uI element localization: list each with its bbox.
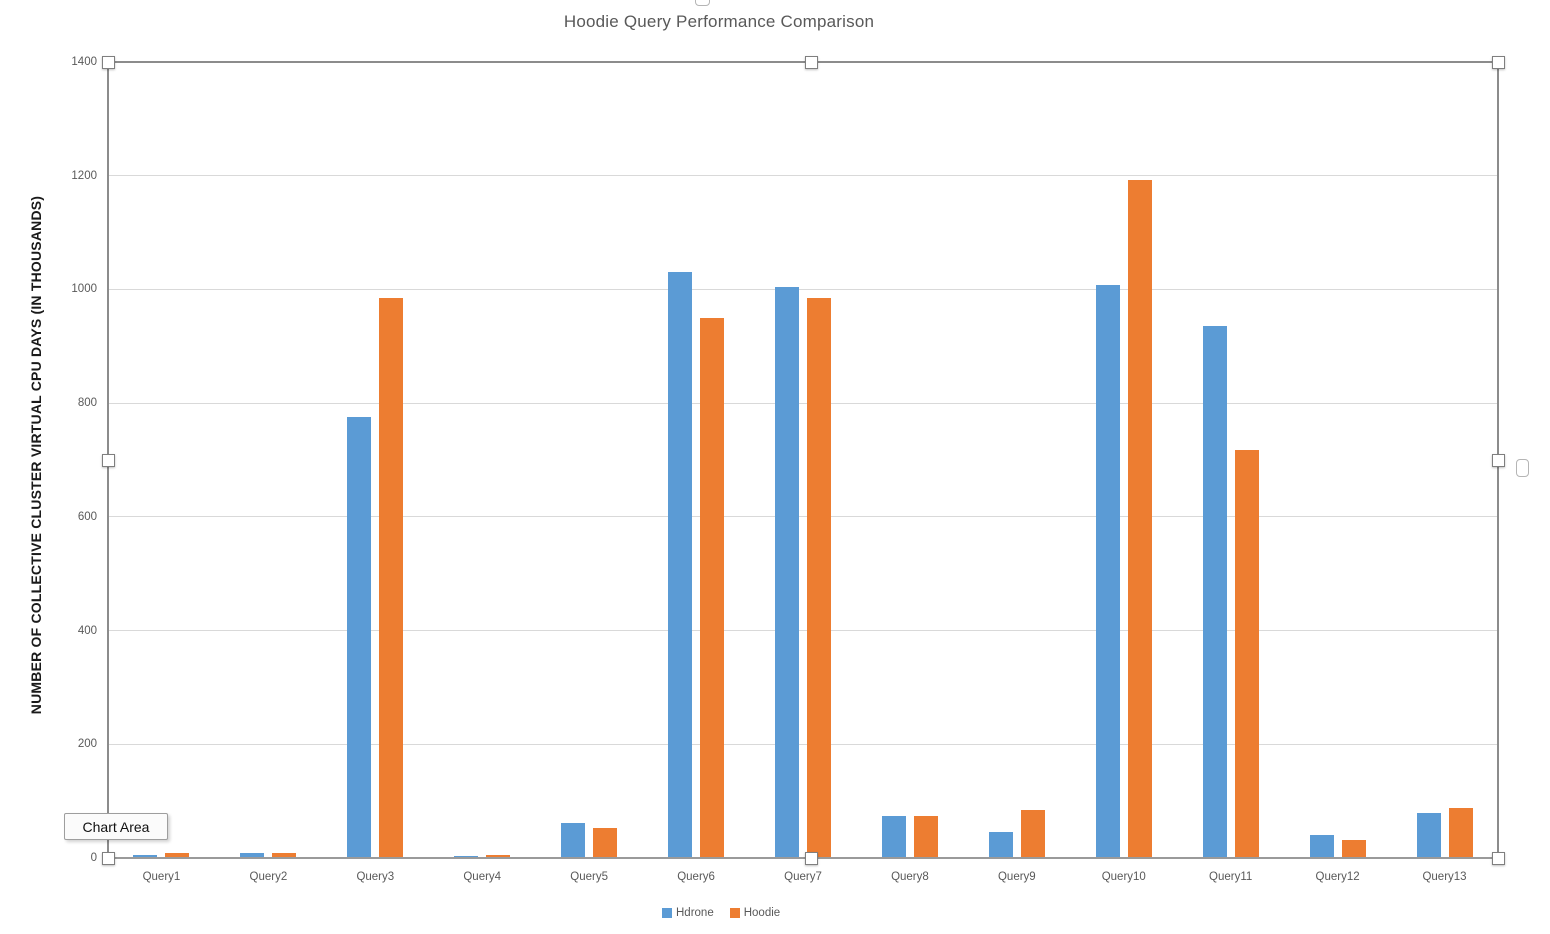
- x-category-label: Query5: [570, 871, 608, 883]
- chart-frame-handle-right[interactable]: [1516, 459, 1529, 477]
- y-tick-label: 600: [77, 510, 97, 523]
- bar-hoodie-query11[interactable]: [1234, 450, 1259, 858]
- selection-handle[interactable]: [804, 55, 818, 69]
- y-tick-label: 1400: [71, 56, 97, 68]
- selection-handle[interactable]: [804, 851, 818, 865]
- bar-hoodie-query6[interactable]: [700, 317, 725, 858]
- x-category-label: Query8: [891, 871, 929, 883]
- x-category-label: Query4: [463, 871, 502, 883]
- bar-hdrone-query9[interactable]: [988, 831, 1013, 858]
- legend-swatch-icon: [662, 908, 672, 918]
- bar-hoodie-query4[interactable]: [486, 855, 511, 858]
- gridline: [108, 516, 1498, 518]
- bar-hdrone-query11[interactable]: [1202, 326, 1227, 858]
- bar-hdrone-query2[interactable]: [240, 853, 265, 858]
- x-category-label: Query11: [1209, 871, 1253, 883]
- bar-hoodie-query3[interactable]: [379, 297, 404, 858]
- bar-hdrone-query1[interactable]: [133, 855, 158, 858]
- legend-item-hoodie[interactable]: Hoodie: [729, 907, 781, 919]
- bar-hdrone-query3[interactable]: [347, 417, 372, 858]
- bar-hdrone-query7[interactable]: [775, 286, 799, 858]
- x-category-label: Query1: [142, 871, 181, 883]
- bar-hoodie-query7[interactable]: [807, 297, 831, 858]
- y-tick-label: 0: [90, 852, 97, 864]
- legend[interactable]: Hdrone Hoodie: [662, 903, 780, 923]
- gridline: [108, 288, 1498, 290]
- chart-frame-handle-top[interactable]: [695, 0, 710, 6]
- bar-hdrone-query6[interactable]: [668, 272, 693, 858]
- chart-title[interactable]: Hoodie Query Performance Comparison: [563, 12, 875, 31]
- gridline: [108, 743, 1498, 745]
- x-category-label: Query10: [1101, 871, 1146, 883]
- selection-handle[interactable]: [101, 851, 115, 865]
- legend-label: Hdrone: [676, 907, 714, 919]
- gridline: [108, 175, 1498, 177]
- y-tick-label: 1200: [71, 169, 97, 182]
- bar-hoodie-query10[interactable]: [1127, 179, 1152, 858]
- selection-handle[interactable]: [1491, 55, 1505, 69]
- bar-hoodie-query12[interactable]: [1341, 839, 1366, 858]
- gridline: [108, 630, 1498, 632]
- y-tick-label: 200: [77, 738, 97, 751]
- legend-item-hdrone[interactable]: Hdrone: [662, 907, 714, 919]
- x-category-label: Query12: [1315, 871, 1360, 883]
- x-category-label: Query7: [784, 871, 822, 883]
- x-axis-line: [106, 857, 1499, 859]
- selection-handle[interactable]: [101, 55, 115, 69]
- bar-hoodie-query1[interactable]: [165, 852, 190, 858]
- x-category-label: Query9: [997, 871, 1036, 883]
- selection-handle[interactable]: [101, 453, 115, 467]
- x-category-label: Query13: [1422, 871, 1467, 883]
- x-category-label: Query6: [677, 871, 715, 883]
- bar-hoodie-query9[interactable]: [1020, 810, 1045, 858]
- y-tick-label: 800: [77, 397, 97, 410]
- y-tick-label: 400: [77, 624, 97, 637]
- bar-hoodie-query2[interactable]: [272, 853, 297, 858]
- bar-hoodie-query13[interactable]: [1448, 807, 1473, 858]
- bar-hdrone-query10[interactable]: [1095, 284, 1120, 858]
- legend-label: Hoodie: [743, 907, 781, 919]
- chart-area-tooltip: Chart Area: [64, 813, 168, 840]
- y-axis-title[interactable]: NUMBER OF COLLECTIVE CLUSTER VIRTUAL CPU…: [28, 195, 44, 715]
- bar-hdrone-query12[interactable]: [1309, 835, 1334, 858]
- legend-swatch-icon: [729, 908, 740, 918]
- y-tick-label: 1000: [71, 283, 97, 296]
- selection-handle[interactable]: [1491, 453, 1505, 467]
- gridline: [108, 402, 1498, 404]
- selection-handle[interactable]: [1491, 851, 1505, 865]
- bar-hoodie-query8[interactable]: [913, 816, 938, 858]
- x-category-label: Query2: [249, 871, 288, 883]
- bar-hdrone-query5[interactable]: [561, 822, 586, 858]
- x-category-label: Query3: [356, 871, 395, 883]
- bar-hdrone-query8[interactable]: [881, 816, 906, 858]
- plot-selection-border-top: [106, 61, 1499, 63]
- bar-hdrone-query13[interactable]: [1416, 813, 1441, 858]
- bar-hdrone-query4[interactable]: [454, 855, 479, 858]
- bar-hoodie-query5[interactable]: [593, 828, 618, 858]
